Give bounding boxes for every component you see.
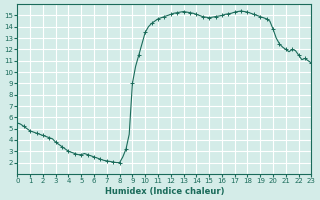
X-axis label: Humidex (Indice chaleur): Humidex (Indice chaleur) <box>105 187 224 196</box>
